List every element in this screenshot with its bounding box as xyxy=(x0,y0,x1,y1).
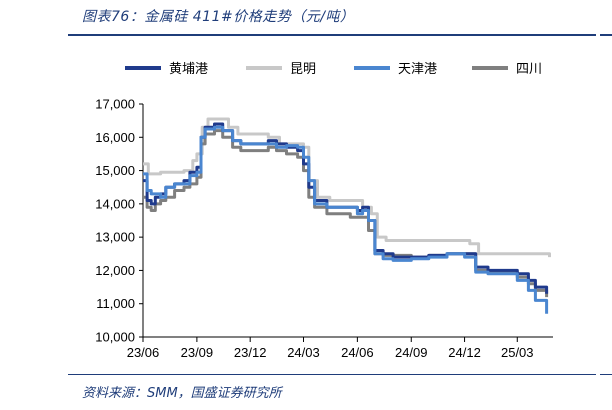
y-tick-label: 11,000 xyxy=(96,296,135,311)
legend-label: 天津港 xyxy=(398,62,437,77)
y-tick-label: 15,000 xyxy=(95,163,135,178)
x-tick-label: 24/03 xyxy=(287,345,320,360)
y-tick-label: 17,000 xyxy=(95,97,135,112)
source-note: 资料来源：SMM，国盛证券研究所 xyxy=(82,386,282,401)
legend-label: 四川 xyxy=(516,62,542,77)
x-tick-label: 24/09 xyxy=(395,345,428,360)
top-rule-right xyxy=(600,34,612,36)
x-tick-label: 23/12 xyxy=(234,345,267,360)
x-tick-label: 24/12 xyxy=(448,345,481,360)
x-tick-label: 23/06 xyxy=(127,345,160,360)
y-tick-label: 12,000 xyxy=(95,263,135,278)
legend-label: 黄埔港 xyxy=(169,62,208,77)
bottom-rule-right xyxy=(600,374,612,375)
top-rule xyxy=(68,34,596,36)
series-lines xyxy=(143,117,551,314)
axes: 10,000 11,000 12,000 13,000 14,000 15,000 16,0… xyxy=(95,97,553,360)
x-tick-label: 23/09 xyxy=(181,345,214,360)
page-title: 图表76：金属硅 411#价格走势（元/吨） xyxy=(82,9,355,25)
bottom-rule xyxy=(68,374,596,375)
series-line-2 xyxy=(143,125,549,314)
legend: 黄埔港 昆明 天津港 四川 xyxy=(125,62,542,77)
x-tick-label: 25/03 xyxy=(501,345,534,360)
y-tick-label: 13,000 xyxy=(95,230,135,245)
y-tick-label: 10,000 xyxy=(95,330,135,345)
x-tick-label: 24/06 xyxy=(341,345,374,360)
legend-label: 昆明 xyxy=(290,62,316,77)
y-tick-label: 16,000 xyxy=(95,130,135,145)
y-tick-label: 14,000 xyxy=(95,196,135,211)
